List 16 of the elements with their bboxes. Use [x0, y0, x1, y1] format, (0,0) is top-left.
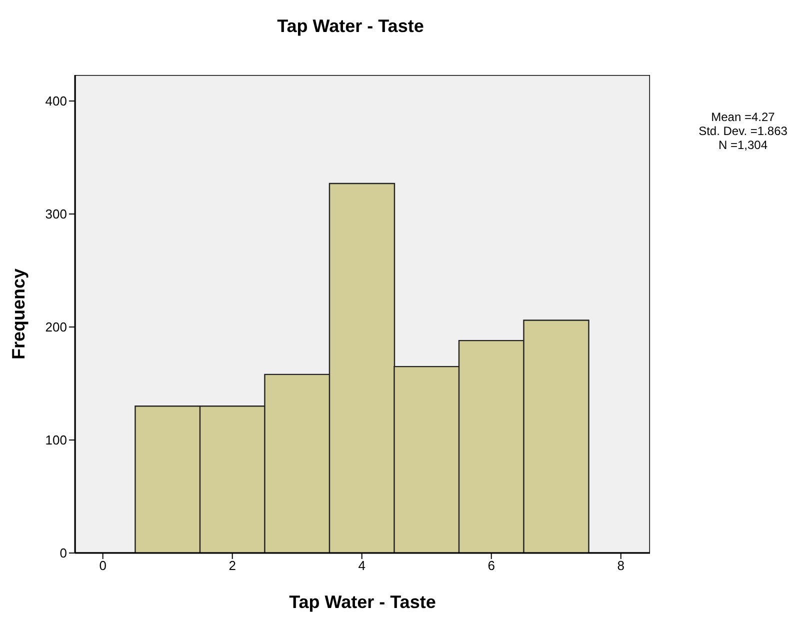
x-tick-label: 4: [358, 558, 366, 574]
x-axis-title: Tap Water - Taste: [289, 592, 436, 612]
y-tick-label: 400: [45, 94, 67, 109]
x-tick-label: 2: [228, 558, 236, 574]
x-tick-label: 8: [617, 558, 624, 574]
text: N =1,304: [717, 138, 769, 152]
y-axis-title: Frequency: [8, 268, 28, 360]
y-tick-label: 200: [45, 320, 67, 335]
y-tick-label: 0: [60, 546, 67, 561]
y-tick-label: 300: [45, 206, 67, 222]
x-tick-label: 0: [99, 558, 106, 574]
text: Mean =4.27: [710, 110, 776, 124]
y-tick-label: 100: [45, 432, 67, 448]
chart-title: Tap Water - Taste: [276, 16, 425, 37]
text: Std. Dev. =1.863: [698, 124, 788, 138]
x-tick-label: 6: [488, 558, 495, 574]
